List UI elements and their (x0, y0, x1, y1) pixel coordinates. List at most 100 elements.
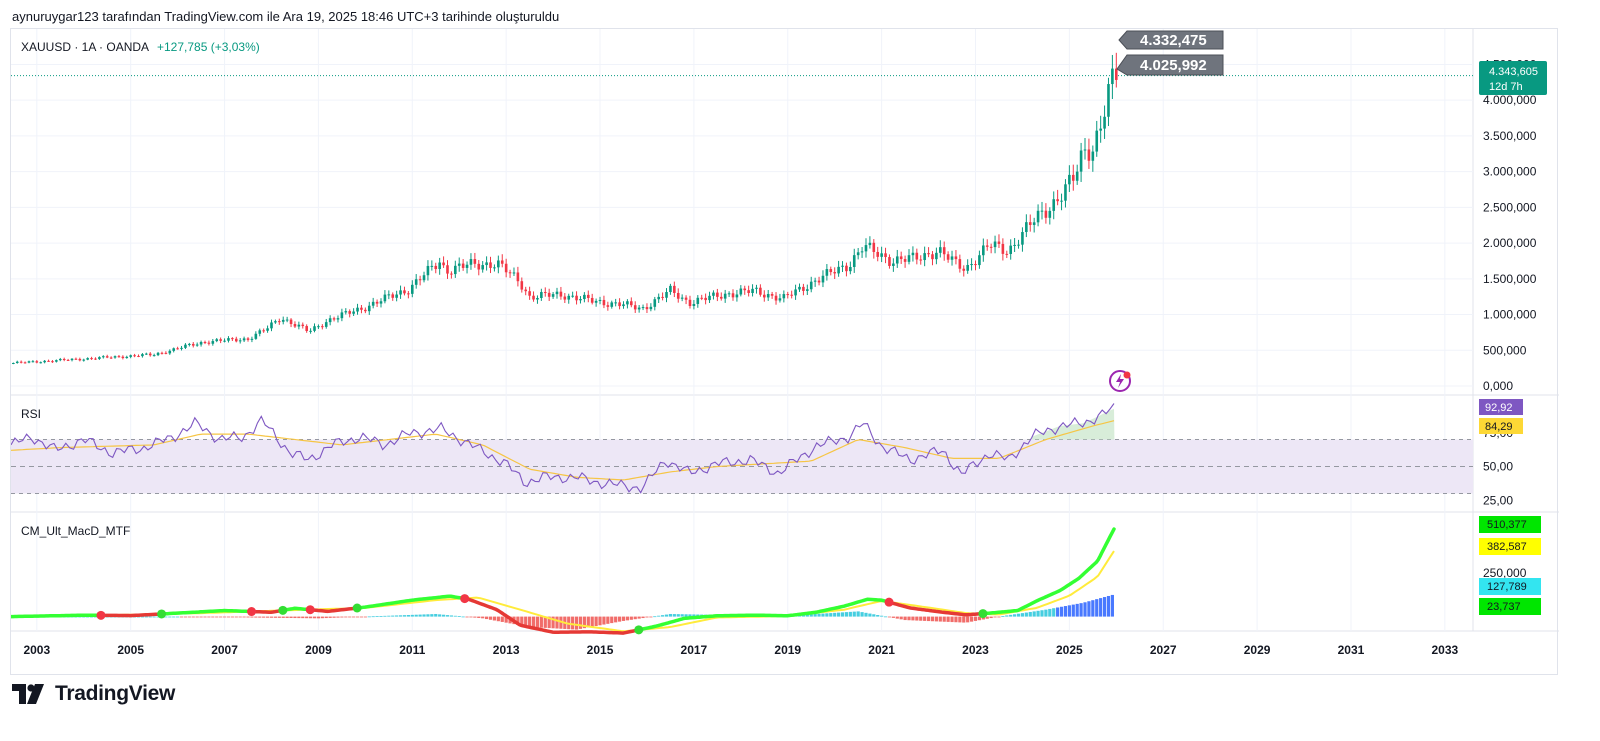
candle-body (673, 285, 676, 293)
candle-body (540, 292, 543, 298)
candle-body (837, 266, 840, 274)
candle-body (528, 291, 531, 296)
candle-body (438, 262, 441, 270)
candle-body (410, 284, 414, 294)
candle-body (907, 255, 911, 262)
candle-body (974, 264, 977, 266)
candle-body (931, 254, 934, 260)
histogram-bar (848, 611, 852, 617)
candle-body (485, 262, 488, 266)
candle-body (360, 307, 363, 310)
candle-body (551, 294, 555, 297)
candle-body (465, 264, 469, 268)
rsi-pane[interactable] (11, 403, 1115, 494)
macd-line-down (249, 608, 285, 614)
histogram-bar (414, 614, 418, 617)
histogram-value-label: 127,789 (1487, 581, 1527, 593)
cross-up-dot (278, 605, 288, 615)
histogram-bar (172, 616, 176, 618)
histogram-bar (461, 616, 465, 618)
histogram-bar (571, 616, 575, 630)
histogram-bar (1067, 605, 1071, 617)
candle-body (508, 272, 512, 274)
candle-body (755, 287, 758, 289)
macd-line-down (887, 600, 985, 617)
candle-body (927, 253, 930, 255)
candle-body (708, 295, 711, 301)
candle-body (962, 268, 966, 271)
candle-body (82, 359, 86, 361)
candle-body (1005, 253, 1009, 255)
histogram-bar (535, 616, 540, 628)
callout-upper[interactable]: 4.332,475 (1118, 30, 1224, 50)
x-tick-label: 2027 (1150, 643, 1177, 657)
candle-body (661, 296, 664, 298)
candle-body (117, 356, 121, 358)
x-tick-label: 2013 (493, 643, 520, 657)
tradingview-logo[interactable]: TradingView (12, 682, 175, 706)
candle-body (583, 294, 586, 300)
candle-body (1040, 210, 1044, 212)
candle-body (145, 353, 148, 355)
histogram-bar (551, 616, 555, 629)
price-candles[interactable] (12, 52, 1118, 365)
histogram-bar (629, 616, 633, 620)
candle-body (160, 352, 164, 354)
candle-body (450, 273, 453, 275)
histogram-bar (840, 612, 845, 617)
symbol-legend[interactable]: XAUUSD · 1A · OANDA (21, 40, 149, 54)
chart-frame[interactable]: 2003 2005 2007 2009 2011 2013 2015 2017 2019 2021… (10, 28, 1559, 676)
rsi-ma-label: 84,29 (1485, 421, 1513, 433)
candle-body (669, 285, 672, 293)
histogram-bar (391, 615, 395, 617)
histogram-bar (422, 614, 426, 617)
candle-body (74, 358, 78, 360)
lightning-alert-icon[interactable] (1109, 370, 1131, 392)
candle-body (156, 352, 160, 356)
histogram-bar (426, 614, 430, 617)
candle-body (391, 294, 395, 298)
candle-body (688, 299, 692, 307)
candle-body (141, 354, 144, 357)
rsi-tick-label: 50,00 (1483, 460, 1513, 474)
candle-body (12, 362, 15, 364)
histogram-bar (969, 616, 974, 622)
histogram-bar (207, 616, 211, 618)
candle-body (594, 300, 598, 303)
macd-title[interactable]: CM_Ult_MacD_MTF (21, 524, 130, 538)
macd-line-up (281, 606, 312, 613)
chart-canvas[interactable]: 2003 2005 2007 2009 2011 2013 2015 2017 2019 2021… (11, 29, 1559, 676)
histogram-bar (856, 611, 860, 617)
candle-body (234, 338, 238, 342)
histogram-bar (445, 615, 450, 617)
histogram-bar (262, 616, 266, 618)
histogram-bar (555, 616, 559, 629)
macd-pane[interactable] (11, 527, 1116, 635)
candle-body (692, 303, 696, 307)
candle-body (1017, 244, 1020, 246)
histogram-bar (578, 616, 583, 629)
candle-body (712, 292, 715, 296)
signal-value-tag: 382,587 (1479, 538, 1541, 555)
histogram-bar (1005, 615, 1009, 617)
axes: 2003 2005 2007 2009 2011 2013 2015 2017 2019 2021… (23, 57, 1536, 657)
histogram-bar (387, 615, 391, 617)
candle-body (211, 341, 215, 344)
candle-body (371, 301, 375, 306)
histogram-bar (829, 613, 833, 617)
candle-body (188, 343, 191, 345)
callout-lower[interactable]: 4.025,992 (1116, 54, 1224, 76)
change-legend: +127,785 (+3,03%) (157, 40, 260, 54)
rsi-title[interactable]: RSI (21, 407, 41, 421)
candle-body (997, 241, 1001, 244)
histogram-bar (610, 616, 614, 624)
candle-body (989, 246, 993, 248)
cross-down-dot (96, 610, 106, 620)
histogram-bar (844, 612, 849, 617)
candle-body (203, 342, 207, 344)
x-tick-label: 2015 (587, 643, 614, 657)
rsi-background (11, 439, 1473, 494)
candle-body (51, 361, 54, 363)
candle-body (543, 292, 547, 294)
histogram-bar (926, 616, 931, 622)
